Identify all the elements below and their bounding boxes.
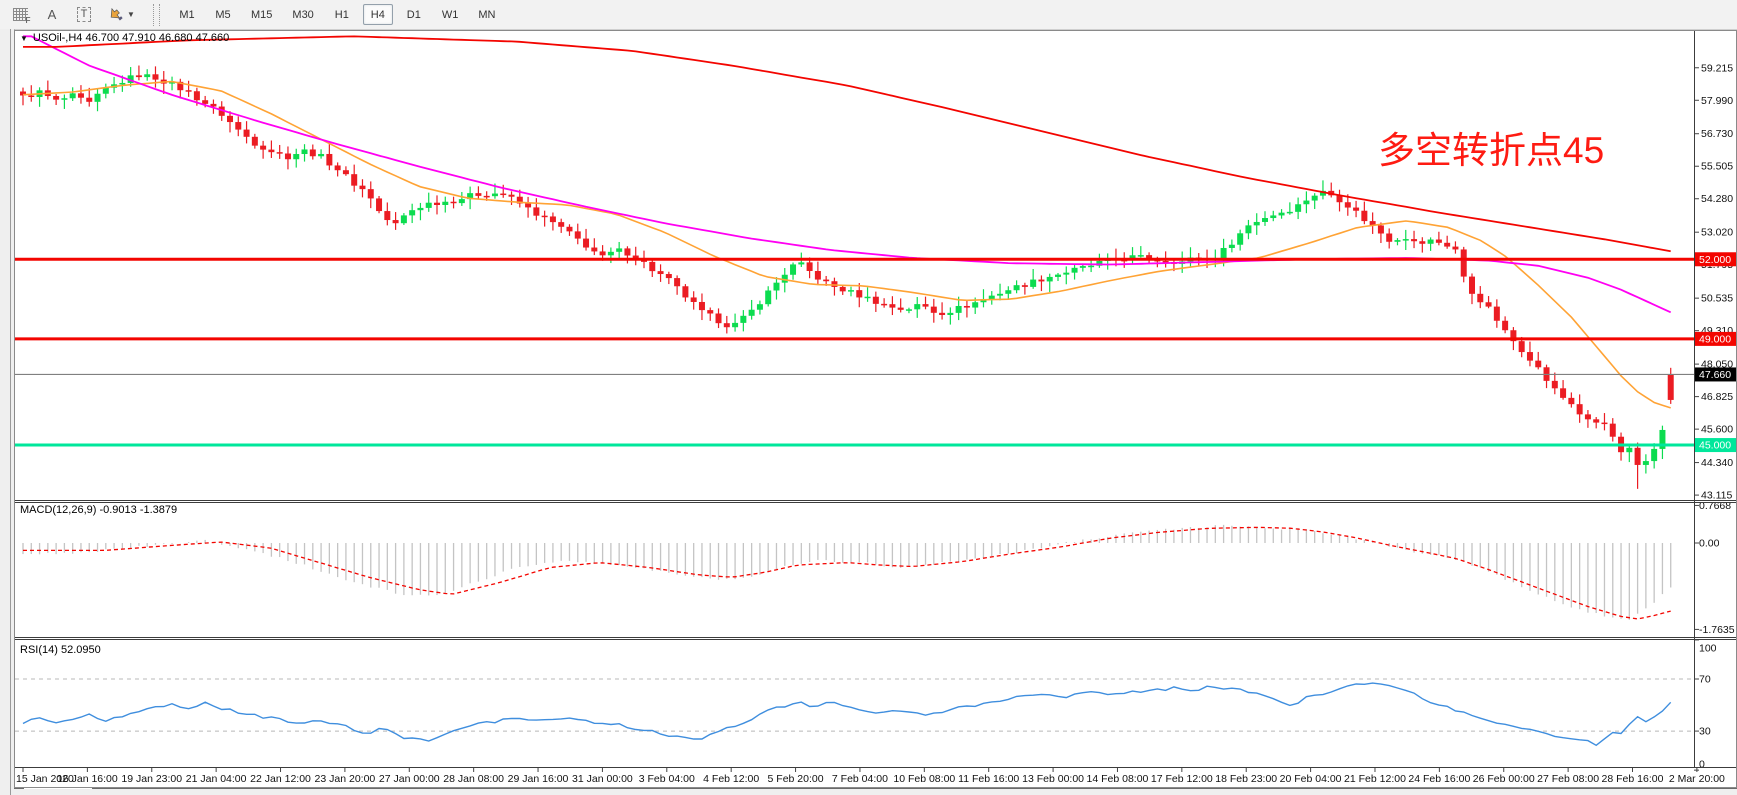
svg-text:29 Jan 16:00: 29 Jan 16:00 — [508, 773, 569, 785]
svg-text:7 Feb 04:00: 7 Feb 04:00 — [832, 773, 888, 785]
price-badge-45.000 — [1695, 438, 1736, 453]
timeframe-button-h1[interactable]: H1 — [327, 4, 357, 25]
svg-text:31 Jan 00:00: 31 Jan 00:00 — [572, 773, 633, 785]
svg-text:21 Feb 12:00: 21 Feb 12:00 — [1344, 773, 1406, 785]
chart-title: ▼ USOil-,H4 46.700 47.910 46.680 47.660 — [20, 32, 229, 44]
timeframe-button-m1[interactable]: M1 — [172, 4, 202, 25]
svg-text:23 Jan 20:00: 23 Jan 20:00 — [315, 773, 376, 785]
svg-text:45.000: 45.000 — [1699, 440, 1731, 452]
svg-text:59.215: 59.215 — [1701, 62, 1733, 74]
svg-text:10 Feb 08:00: 10 Feb 08:00 — [893, 773, 955, 785]
svg-text:45.600: 45.600 — [1701, 424, 1733, 436]
svg-text:57.990: 57.990 — [1701, 95, 1733, 107]
svg-text:4 Feb 12:00: 4 Feb 12:00 — [703, 773, 759, 785]
top-toolbar: F A T ▼ M1 M5 M15 M30 H1 H4 D1 W1 MN — [0, 0, 1737, 30]
letter-a-icon: A — [47, 7, 57, 22]
svg-text:17 Feb 12:00: 17 Feb 12:00 — [1151, 773, 1213, 785]
svg-text:30: 30 — [1699, 726, 1711, 738]
price-badge-52.000 — [1695, 252, 1736, 267]
candles-layer — [20, 65, 1674, 489]
svg-text:50.535: 50.535 — [1701, 293, 1733, 305]
left-dock-splitter[interactable] — [0, 29, 15, 795]
timeframe-button-w1[interactable]: W1 — [435, 4, 466, 25]
grid-f-label: F — [25, 16, 31, 25]
svg-text:28 Feb 16:00: 28 Feb 16:00 — [1602, 773, 1664, 785]
ma-fast-orange — [22, 80, 1671, 409]
ma-mid-magenta — [23, 35, 1672, 314]
timeframe-button-m5[interactable]: M5 — [208, 4, 238, 25]
svg-text:-1.7635: -1.7635 — [1699, 624, 1735, 636]
svg-text:55.505: 55.505 — [1701, 161, 1733, 173]
svg-text:5 Feb 20:00: 5 Feb 20:00 — [768, 773, 824, 785]
arrow-objects-tool-button[interactable]: ▼ — [102, 3, 142, 27]
svg-text:53.020: 53.020 — [1701, 227, 1733, 239]
price-badge-47.660 — [1695, 367, 1736, 382]
active-tab-gap — [24, 788, 92, 789]
svg-text:20 Feb 04:00: 20 Feb 04:00 — [1280, 773, 1342, 785]
svg-text:47.660: 47.660 — [1699, 369, 1731, 381]
chart-title-text: USOil-,H4 46.700 47.910 46.680 47.660 — [32, 32, 230, 44]
svg-text:3 Feb 04:00: 3 Feb 04:00 — [639, 773, 695, 785]
arrows-icon — [110, 8, 123, 21]
annotation-text: 多空转折点45 — [1378, 130, 1605, 171]
svg-text:14 Feb 08:00: 14 Feb 08:00 — [1087, 773, 1149, 785]
toolbar-separator — [153, 3, 160, 26]
svg-text:26 Feb 00:00: 26 Feb 00:00 — [1473, 773, 1535, 785]
grid-font-tool-button[interactable]: F — [6, 3, 34, 27]
svg-text:16 Jan 16:00: 16 Jan 16:00 — [57, 773, 118, 785]
svg-text:100: 100 — [1699, 643, 1717, 655]
svg-text:46.825: 46.825 — [1701, 391, 1733, 403]
svg-text:27 Jan 00:00: 27 Jan 00:00 — [379, 773, 440, 785]
boxed-t-icon: T — [76, 7, 92, 22]
svg-text:0.7668: 0.7668 — [1699, 500, 1731, 512]
timeframe-button-m30[interactable]: M30 — [285, 4, 320, 25]
svg-text:19 Jan 23:00: 19 Jan 23:00 — [121, 773, 182, 785]
symbol-dropdown-icon[interactable]: ▼ — [20, 33, 28, 43]
chart-window: 59.21557.99056.73055.50554.28053.02051.7… — [14, 30, 1737, 788]
chart-tab-strip[interactable] — [14, 788, 1737, 795]
svg-text:56.730: 56.730 — [1701, 128, 1733, 140]
svg-text:18 Feb 23:00: 18 Feb 23:00 — [1215, 773, 1277, 785]
svg-text:13 Feb 00:00: 13 Feb 00:00 — [1022, 773, 1084, 785]
chevron-down-icon: ▼ — [127, 10, 135, 19]
svg-text:11 Feb 16:00: 11 Feb 16:00 — [958, 773, 1019, 785]
timeframe-button-m15[interactable]: M15 — [244, 4, 279, 25]
macd-pane — [22, 504, 1699, 630]
macd-signal-line — [23, 526, 1671, 620]
svg-text:0.00: 0.00 — [1699, 538, 1720, 550]
svg-text:21 Jan 04:00: 21 Jan 04:00 — [186, 773, 247, 785]
rsi-pane — [15, 639, 1699, 771]
rsi-indicator-label: RSI(14) 52.0950 — [20, 644, 101, 656]
svg-text:70: 70 — [1699, 674, 1711, 686]
svg-text:0: 0 — [1699, 759, 1705, 771]
splitter-groove — [10, 29, 11, 795]
svg-text:22 Jan 12:00: 22 Jan 12:00 — [250, 773, 311, 785]
price-badge-49.000 — [1695, 331, 1736, 346]
svg-text:52.000: 52.000 — [1699, 254, 1731, 266]
text-label-tool-button[interactable]: A — [38, 3, 66, 27]
rsi-line — [22, 682, 1672, 747]
svg-text:15 Jan 2020: 15 Jan 2020 — [16, 773, 74, 785]
text-box-tool-button[interactable]: T — [70, 3, 98, 27]
svg-text:43.115: 43.115 — [1701, 490, 1732, 502]
svg-text:44.340: 44.340 — [1701, 457, 1733, 469]
dotted-grid-icon: F — [12, 8, 31, 25]
timeframe-button-d1[interactable]: D1 — [399, 4, 429, 25]
timeframe-buttons-group: M1 M5 M15 M30 H1 H4 D1 W1 MN — [165, 4, 509, 25]
svg-text:49.000: 49.000 — [1699, 333, 1731, 345]
svg-text:2 Mar 20:00: 2 Mar 20:00 — [1669, 773, 1725, 785]
timeframe-button-h4[interactable]: H4 — [362, 4, 393, 25]
chart-canvas[interactable]: 59.21557.99056.73055.50554.28053.02051.7… — [14, 30, 1737, 788]
svg-text:28 Jan 08:00: 28 Jan 08:00 — [443, 773, 504, 785]
timeframe-button-mn[interactable]: MN — [471, 4, 502, 25]
drawing-tools-group: F A T ▼ — [0, 3, 148, 27]
time-axis — [22, 768, 1698, 772]
svg-text:24 Feb 16:00: 24 Feb 16:00 — [1408, 773, 1470, 785]
svg-text:54.280: 54.280 — [1701, 193, 1733, 205]
macd-indicator-label: MACD(12,26,9) -0.9013 -1.3879 — [20, 504, 178, 516]
ma-slow-red — [23, 35, 1671, 253]
svg-text:27 Feb 08:00: 27 Feb 08:00 — [1537, 773, 1599, 785]
